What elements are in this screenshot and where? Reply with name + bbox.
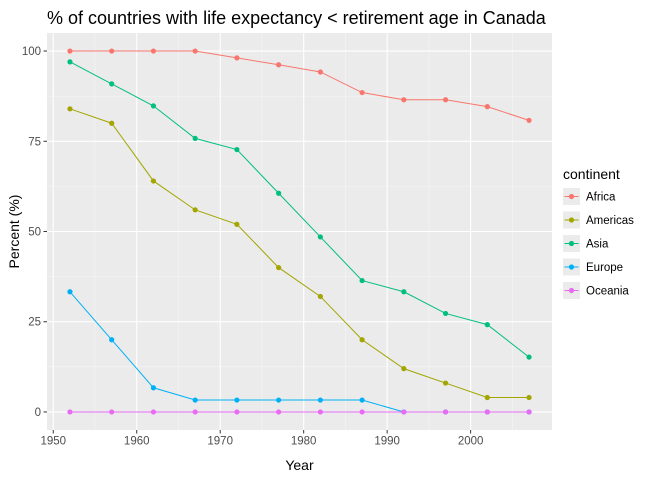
data-point: [484, 104, 490, 110]
x-tick-label: 1970: [207, 436, 233, 448]
legend-label: Asia: [586, 239, 609, 251]
series-oceania: [67, 409, 532, 415]
data-point: [67, 409, 73, 415]
data-point: [401, 289, 407, 295]
data-point: [317, 409, 323, 415]
data-point: [234, 55, 240, 61]
legend-title: continent: [563, 166, 620, 182]
data-point: [526, 409, 532, 415]
y-tick-label: 50: [28, 227, 41, 239]
data-point: [401, 97, 407, 103]
legend-label: Europe: [586, 262, 623, 274]
data-point: [234, 409, 240, 415]
data-point: [317, 69, 323, 75]
series-africa: [67, 48, 532, 123]
series-line-africa: [69, 50, 530, 121]
legend-key-point: [568, 287, 575, 294]
data-point: [150, 409, 157, 415]
y-tick-label: 75: [28, 136, 41, 148]
legend-label: Americas: [586, 215, 634, 227]
data-point: [442, 409, 449, 415]
data-point: [442, 310, 449, 317]
legend-item-europe: Europe: [563, 258, 623, 276]
legend-item-americas: Americas: [563, 211, 634, 229]
data-point: [442, 97, 449, 103]
data-point: [526, 354, 532, 360]
series-asia: [67, 59, 532, 360]
data-point: [109, 337, 115, 343]
data-point: [67, 106, 73, 112]
data-point: [109, 120, 115, 126]
data-point: [192, 48, 198, 54]
x-tick-label: 1960: [124, 436, 150, 448]
data-point: [150, 103, 157, 109]
legend-label: Oceania: [586, 286, 629, 298]
x-tick-label: 2000: [458, 436, 484, 448]
data-point: [67, 289, 73, 295]
x-axis-title: Year: [285, 457, 314, 473]
data-point: [150, 385, 157, 391]
chart-title: % of countries with life expectancy < re…: [47, 8, 547, 28]
legend-key-point: [568, 217, 575, 223]
data-point: [317, 234, 323, 240]
legend-item-asia: Asia: [563, 235, 609, 252]
data-point: [109, 409, 115, 415]
series-line-americas: [69, 108, 530, 399]
y-tick-label: 100: [22, 46, 41, 58]
data-point: [109, 48, 115, 54]
data-point: [150, 48, 157, 54]
data-point: [359, 277, 365, 284]
data-point: [276, 190, 282, 196]
data-point: [359, 409, 365, 415]
data-point: [317, 293, 323, 300]
x-tick-label: 1950: [40, 436, 66, 448]
data-point: [317, 397, 323, 403]
data-point: [484, 322, 490, 328]
y-tick-label: 25: [28, 317, 41, 329]
data-point: [484, 409, 490, 415]
legend-item-oceania: Oceania: [563, 282, 629, 299]
data-point: [526, 394, 532, 401]
data-point: [192, 207, 198, 213]
data-point: [526, 117, 532, 123]
data-point: [234, 397, 240, 403]
data-point: [359, 397, 365, 403]
data-point: [192, 397, 198, 403]
x-tick-label: 1980: [291, 436, 317, 448]
legend-key-point: [568, 240, 575, 247]
data-point: [276, 409, 282, 415]
data-point: [484, 394, 490, 401]
data-point: [359, 337, 365, 343]
x-tick-label: 1990: [374, 436, 400, 448]
data-point: [109, 81, 115, 87]
legend-key-point: [568, 264, 575, 270]
y-axis-title: Percent (%): [6, 195, 22, 269]
data-point: [67, 59, 73, 65]
data-point: [401, 409, 407, 415]
data-point: [276, 264, 282, 271]
series-layer: [67, 48, 532, 415]
data-point: [67, 48, 73, 54]
legend-item-africa: Africa: [563, 188, 616, 205]
data-point: [359, 89, 365, 96]
data-point: [442, 380, 449, 386]
data-point: [401, 366, 407, 372]
axes-layer: 1950 1960 1970 1980 1990 2000 0 25 50 75 100: [22, 46, 484, 447]
data-point: [192, 135, 198, 141]
data-point: [234, 221, 240, 227]
legend-key-point: [568, 193, 575, 200]
data-point: [234, 146, 240, 153]
legend-label: Africa: [586, 192, 616, 204]
data-point: [276, 397, 282, 403]
data-point: [276, 62, 282, 68]
data-point: [150, 178, 157, 184]
data-point: [192, 409, 198, 415]
legend: Africa Americas Asia Europe Oceania: [563, 188, 634, 299]
y-tick-label: 0: [35, 407, 41, 419]
series-line-asia: [69, 61, 530, 358]
series-americas: [67, 106, 532, 401]
